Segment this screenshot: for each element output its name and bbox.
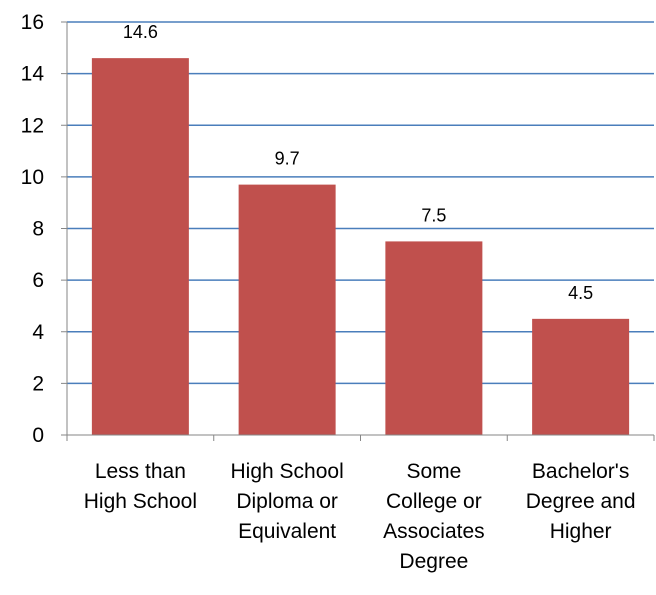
x-category-label-line: Diploma or — [236, 490, 338, 513]
data-label: 9.7 — [275, 149, 300, 169]
x-category-label-line: Associates — [383, 520, 485, 543]
y-tick-label: 16 — [21, 11, 44, 34]
axes — [61, 21, 655, 441]
data-label: 4.5 — [568, 283, 593, 303]
x-category-label-line: Degree and — [526, 490, 636, 513]
y-tick-label: 14 — [21, 63, 45, 86]
y-tick-label: 10 — [21, 166, 44, 189]
x-category-label-line: College or — [386, 490, 482, 513]
x-category-label: Bachelor's Degree and Higher — [526, 460, 636, 543]
x-category-label: Less than High School — [84, 460, 197, 513]
x-category-label-line: Equivalent — [238, 520, 336, 543]
y-tick-label: 12 — [21, 114, 44, 137]
y-tick-label: 0 — [32, 424, 44, 447]
x-category-label-line: High School — [231, 460, 344, 483]
x-category-label: High School Diploma or Equivalent — [231, 460, 344, 543]
y-tick-label: 2 — [32, 372, 44, 395]
bar — [91, 58, 189, 435]
bar — [238, 184, 336, 435]
bar — [385, 241, 483, 435]
x-category-label: Some College or Associates Degree — [383, 460, 485, 573]
x-category-label-line: Less than — [95, 460, 186, 483]
bars — [91, 58, 630, 435]
data-label: 7.5 — [421, 205, 446, 225]
x-category-label-line: Higher — [550, 520, 612, 543]
data-label: 14.6 — [123, 22, 158, 42]
x-category-label-line: Some — [406, 460, 461, 483]
y-tick-label: 6 — [32, 269, 44, 292]
bar — [532, 318, 630, 435]
y-tick-label: 8 — [32, 218, 44, 241]
x-category-label-line: Degree — [399, 550, 468, 573]
y-tick-label: 4 — [32, 321, 44, 344]
x-category-label-line: High School — [84, 490, 197, 513]
x-category-label-line: Bachelor's — [532, 460, 629, 483]
labels: 0 2 4 6 8 10 12 14 16 14.6 9.7 7.5 4.5 Less than High … — [21, 11, 636, 573]
